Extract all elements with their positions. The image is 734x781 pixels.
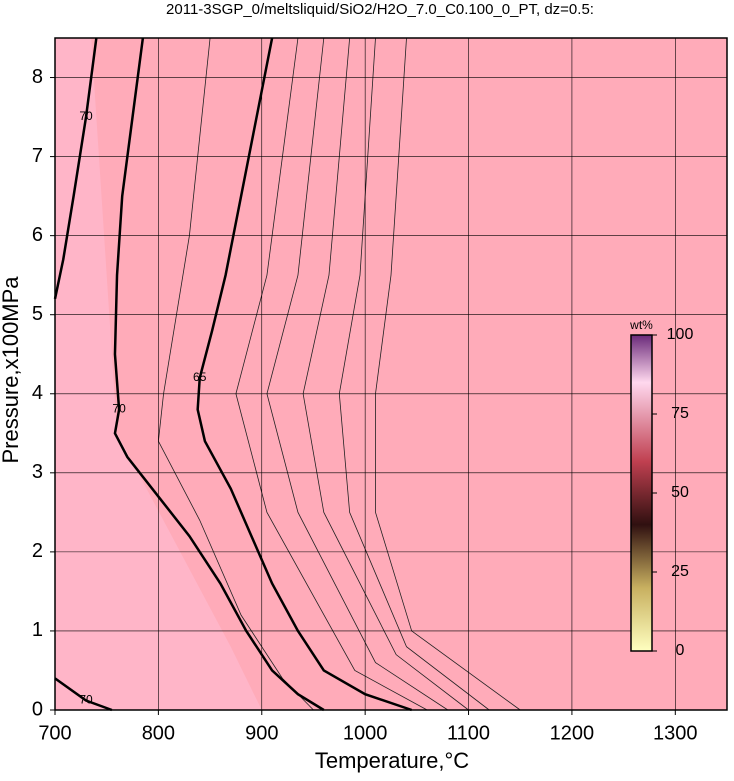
x-tick-label: 1000 [343, 722, 388, 744]
x-axis-label: Temperature,°C [315, 748, 469, 773]
colorbar-tick-label: 0 [676, 642, 685, 659]
y-tick-label: 1 [32, 619, 43, 641]
colorbar-tick-label: 25 [671, 563, 689, 580]
contour-label: 70 [112, 402, 126, 416]
x-tick-label: 800 [142, 722, 175, 744]
contour-label: 70 [79, 693, 93, 707]
x-tick-label: 900 [245, 722, 278, 744]
contour-label: 65 [193, 370, 207, 384]
contour-label: 70 [79, 109, 93, 123]
contour-line [53, 37, 98, 300]
contour-line [196, 37, 413, 712]
y-axis-label: Pressure,x100MPa [0, 276, 23, 464]
x-tick-label: 700 [38, 722, 71, 744]
thin-contour [157, 37, 314, 711]
y-tick-label: 6 [32, 224, 43, 246]
y-tick-label: 5 [32, 303, 43, 325]
light-region [55, 38, 262, 710]
y-tick-label: 4 [32, 382, 43, 404]
colorbar-tick-label: 50 [671, 484, 689, 501]
colorbar-tick-label: 100 [667, 326, 694, 343]
plot-frame [54, 37, 728, 711]
contour-line [54, 677, 113, 712]
y-tick-label: 3 [32, 461, 43, 483]
y-tick-label: 0 [32, 698, 43, 720]
colorbar-tick-label: 75 [671, 405, 689, 422]
y-tick-label: 7 [32, 145, 43, 167]
x-tick-label: 1200 [550, 722, 595, 744]
y-tick-label: 2 [32, 540, 43, 562]
x-tick-label: 1300 [653, 722, 698, 744]
colorbar-label: wt% [629, 318, 653, 332]
contour-line [113, 37, 325, 712]
y-tick-label: 8 [32, 66, 43, 88]
chart-title: 2011-3SGP_0/meltsliquid/SiO2/H2O_7.0_C0.… [166, 1, 594, 18]
x-tick-label: 1100 [447, 722, 490, 744]
colorbar [630, 334, 653, 652]
